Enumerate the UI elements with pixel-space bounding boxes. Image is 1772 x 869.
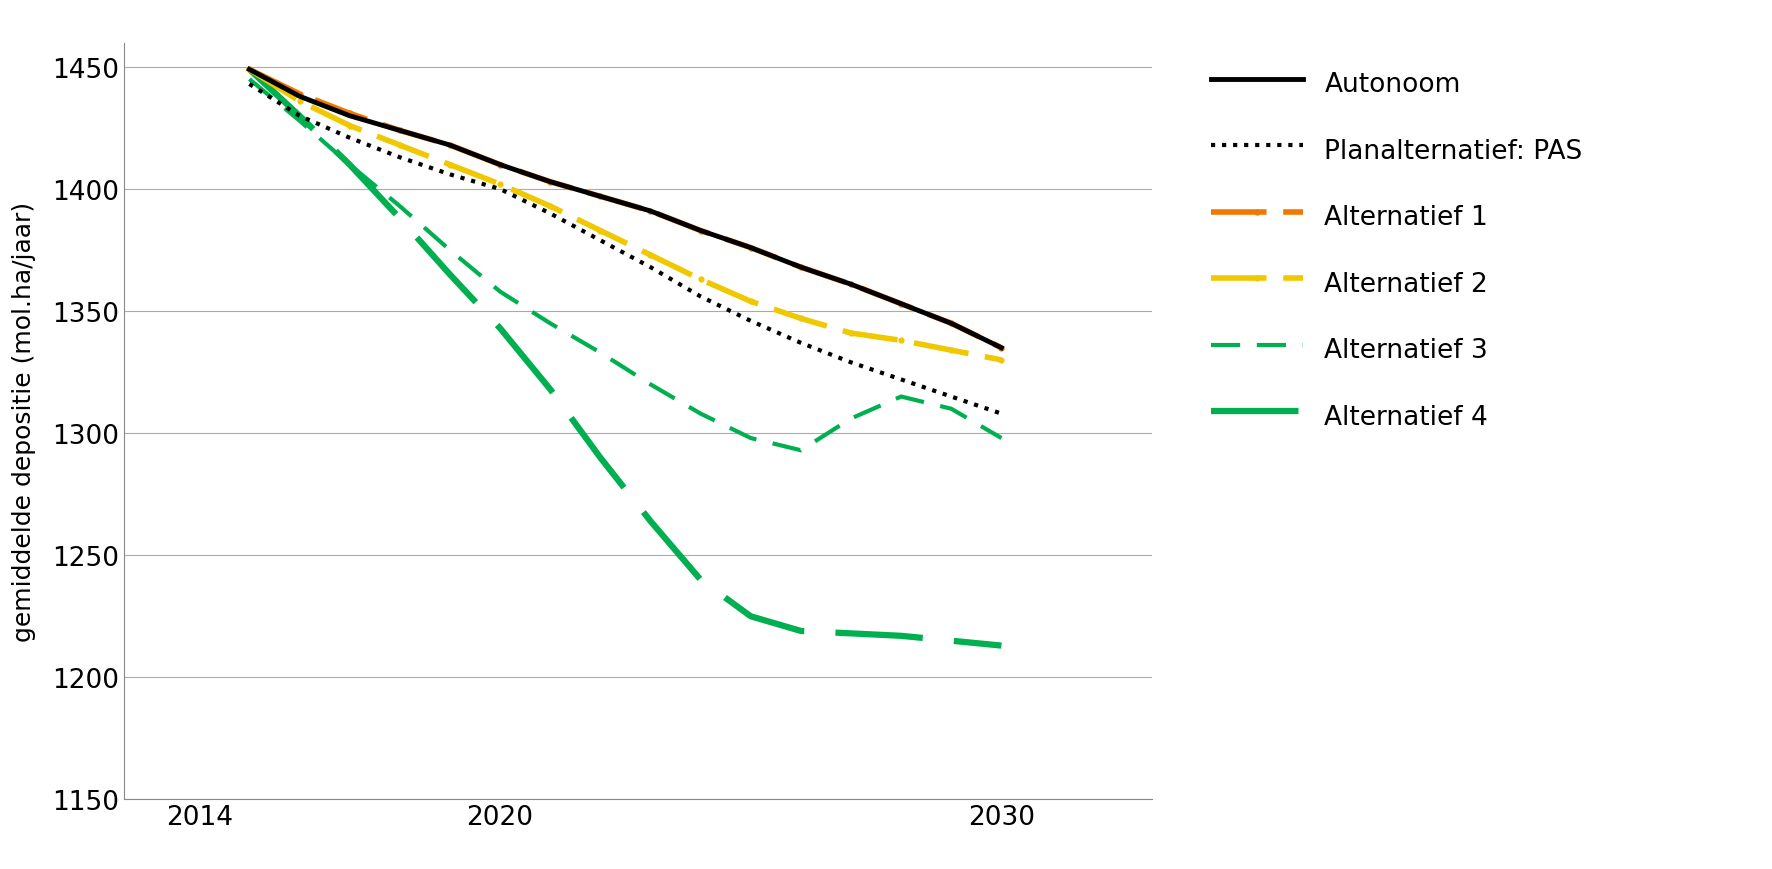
Y-axis label: gemiddelde depositie (mol.ha/jaar): gemiddelde depositie (mol.ha/jaar): [11, 202, 35, 641]
Legend: Autonoom, Planalternatief: PAS, Alternatief 1, Alternatief 2, Alternatief 3, Alt: Autonoom, Planalternatief: PAS, Alternat…: [1200, 56, 1593, 442]
